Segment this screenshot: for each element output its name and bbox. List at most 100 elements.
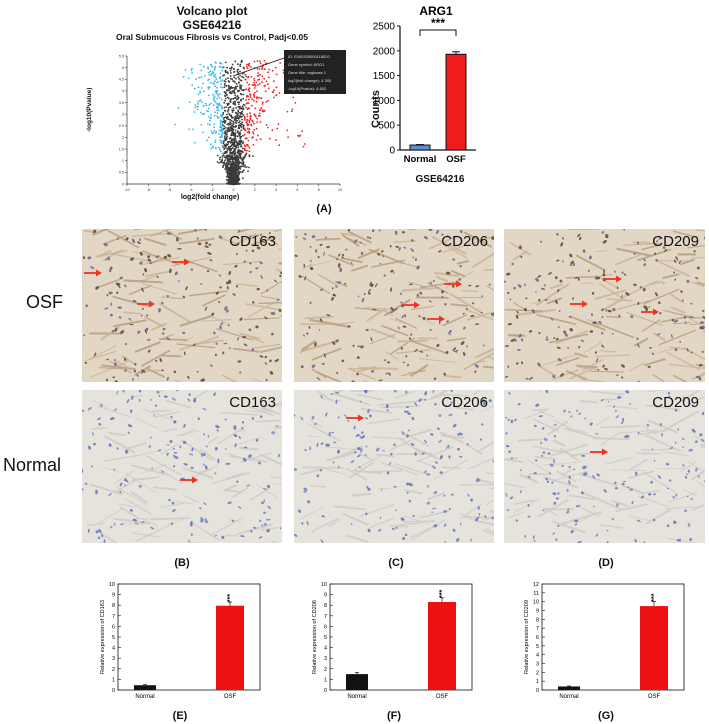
panel-label-f: (F)	[386, 710, 402, 722]
volcano-point	[237, 142, 240, 144]
volcano-point	[248, 130, 250, 133]
arg1-y-tick-label: 2000	[373, 46, 396, 57]
volcano-point	[238, 78, 241, 80]
volcano-point	[233, 80, 235, 82]
volcano-point	[226, 66, 228, 69]
volcano-point	[204, 102, 207, 105]
volcano-point	[232, 156, 235, 159]
volcano-point	[243, 115, 246, 118]
volcano-point	[239, 116, 242, 119]
volcano-point	[271, 90, 274, 93]
cd163-bar-osf	[216, 605, 244, 690]
volcano-point	[221, 155, 224, 158]
volcano-point	[226, 71, 229, 74]
volcano-point	[225, 178, 228, 181]
volcano-point	[257, 72, 259, 75]
volcano-point	[294, 102, 297, 104]
volcano-point	[248, 62, 251, 65]
volcano-y-tick-label: 4	[122, 89, 124, 93]
volcano-point	[238, 134, 241, 137]
volcano-point	[265, 124, 268, 126]
cd209-y-tick-label: 5	[536, 644, 539, 650]
volcano-point	[220, 128, 223, 131]
volcano-point	[267, 76, 270, 79]
volcano-point	[227, 109, 230, 111]
volcano-point	[232, 68, 235, 70]
volcano-point	[299, 134, 301, 137]
volcano-point	[229, 152, 232, 155]
volcano-point	[214, 100, 217, 103]
volcano-point	[209, 70, 211, 73]
volcano-point	[237, 144, 239, 147]
volcano-point	[234, 149, 237, 151]
volcano-point	[237, 127, 240, 130]
volcano-point	[256, 68, 259, 70]
cd206-y-tick-label: 2	[324, 667, 327, 673]
volcano-point	[214, 111, 217, 114]
micrograph-osf-cd163: CD163	[82, 229, 282, 382]
volcano-point	[239, 70, 241, 73]
cd209-bar-osf	[640, 606, 668, 690]
volcano-point	[199, 99, 202, 102]
volcano-point	[253, 77, 256, 80]
volcano-point	[273, 96, 275, 99]
volcano-point	[221, 158, 224, 160]
marker-arrowhead	[96, 269, 102, 277]
volcano-tooltip-text: ID: ENSG00000118520 Gene symbol: ARG1 Gene…	[288, 54, 332, 91]
volcano-point	[235, 122, 238, 124]
arg1-x-tick-label: OSF	[446, 154, 466, 165]
volcano-point	[232, 97, 235, 100]
volcano-point	[263, 68, 266, 70]
cd163-x-tick-label: OSF	[224, 694, 237, 700]
volcano-point	[199, 91, 201, 93]
volcano-point	[234, 134, 237, 137]
volcano-point	[240, 145, 242, 148]
volcano-point	[239, 143, 242, 146]
volcano-point	[247, 98, 250, 101]
cd163-y-tick-label: 3	[112, 656, 115, 662]
arg1-y-tick-label: 1000	[373, 96, 396, 107]
volcano-point	[221, 79, 223, 82]
volcano-point	[250, 66, 252, 68]
volcano-point	[245, 65, 248, 68]
volcano-point	[202, 104, 205, 107]
volcano-point	[236, 152, 239, 154]
volcano-point	[232, 128, 235, 131]
volcano-point	[199, 63, 201, 66]
cd209-bar-normal	[558, 686, 580, 690]
volcano-point	[246, 63, 248, 66]
volcano-point	[216, 103, 219, 105]
volcano-point	[235, 144, 238, 147]
volcano-point	[253, 96, 256, 98]
volcano-x-tick-label: 0	[232, 188, 234, 192]
volcano-point	[224, 97, 227, 100]
volcano-point	[221, 127, 224, 130]
volcano-point	[225, 165, 227, 168]
volcano-point	[234, 60, 237, 63]
volcano-point	[224, 135, 226, 138]
volcano-point	[241, 75, 244, 78]
volcano-point	[246, 81, 249, 84]
marker-arrowhead	[414, 301, 420, 309]
cd206-y-tick-label: 3	[324, 656, 327, 662]
volcano-point	[230, 72, 232, 74]
volcano-point	[267, 99, 269, 102]
volcano-point	[197, 93, 200, 95]
volcano-point	[197, 101, 199, 103]
volcano-point	[275, 94, 278, 96]
volcano-point	[217, 116, 220, 119]
cd163-y-tick-label: 8	[112, 603, 115, 609]
volcano-tooltip-line: Gene title: arginase 1	[288, 70, 327, 75]
volcano-point	[238, 156, 241, 159]
panel-label-g: (G)	[598, 710, 614, 722]
volcano-point	[227, 77, 229, 80]
volcano-point	[231, 130, 234, 133]
volcano-point	[225, 175, 228, 178]
volcano-point	[200, 76, 203, 79]
volcano-point	[242, 134, 244, 137]
volcano-point	[253, 60, 256, 63]
volcano-point	[242, 141, 245, 143]
cd209-y-tick-label: 12	[533, 582, 539, 588]
volcano-point	[230, 120, 233, 122]
volcano-point	[207, 123, 209, 125]
